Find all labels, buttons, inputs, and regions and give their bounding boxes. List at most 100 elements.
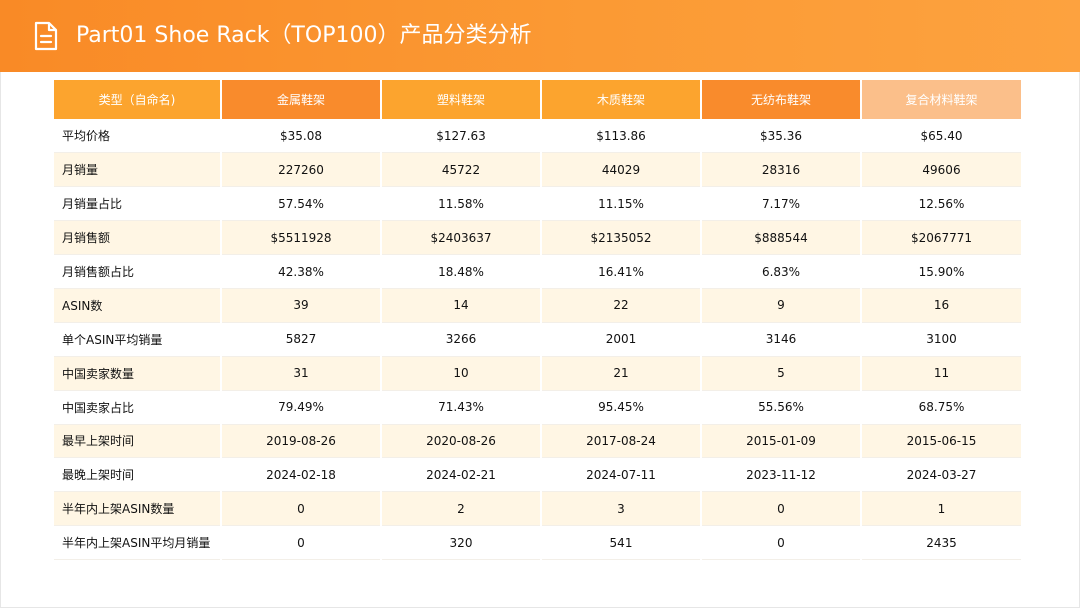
table-cell: 2019-08-26: [221, 424, 382, 459]
table-cell: 0: [221, 525, 382, 561]
table-cell: 28316: [701, 152, 862, 188]
column-header: 金属鞋架: [221, 80, 382, 119]
table-cell: $35.08: [221, 119, 382, 154]
table-cell: 320: [381, 525, 542, 561]
table-cell: $2067771: [861, 220, 1021, 256]
table-cell: 6.83%: [701, 254, 862, 289]
table-cell: 42.38%: [221, 254, 382, 289]
table-cell: 0: [701, 491, 862, 527]
table-cell: 10: [381, 356, 542, 391]
table-row: 月销量占比 57.54% 11.58% 11.15% 7.17% 12.56%: [54, 186, 1021, 222]
row-label: 平均价格: [54, 119, 222, 154]
table-row: 月销量 227260 45722 44029 28316 49606: [54, 152, 1021, 188]
table-cell: 57.54%: [221, 186, 382, 222]
table-cell: 45722: [381, 152, 542, 188]
table-cell: 3: [541, 491, 702, 527]
table-row: 平均价格 $35.08 $127.63 $113.86 $35.36 $65.40: [54, 119, 1021, 154]
table-row: ASIN数 39 14 22 9 16: [54, 288, 1021, 323]
table-cell: 18.48%: [381, 254, 542, 289]
column-header: 类型（自命名): [54, 80, 222, 119]
table-cell: 16.41%: [541, 254, 702, 289]
table-cell: 3266: [381, 322, 542, 357]
table-cell: 11.58%: [381, 186, 542, 222]
table-cell: 2024-07-11: [541, 457, 702, 493]
page-title: Part01 Shoe Rack（TOP100）产品分类分析: [76, 23, 532, 48]
category-analysis-table: 类型（自命名) 金属鞋架 塑料鞋架 木质鞋架 无纺布鞋架 复合材料鞋架 平均价格 $35.0…: [54, 80, 1021, 561]
table-row: 最早上架时间 2019-08-26 2020-08-26 2017-08-24 2015…: [54, 424, 1021, 459]
row-label: 单个ASIN平均销量: [54, 322, 222, 357]
row-label: 中国卖家数量: [54, 356, 222, 391]
table-row: 中国卖家数量 31 10 21 5 11: [54, 356, 1021, 391]
table-cell: 0: [221, 491, 382, 527]
table-cell: 227260: [221, 152, 382, 188]
table-cell: 7.17%: [701, 186, 862, 222]
table-cell: $5511928: [221, 220, 382, 256]
table-cell: 68.75%: [861, 390, 1021, 425]
table-cell: 3146: [701, 322, 862, 357]
table-cell: 0: [701, 525, 862, 561]
table-cell: $65.40: [861, 119, 1021, 154]
table-row: 单个ASIN平均销量 5827 3266 2001 3146 3100: [54, 322, 1021, 357]
table-cell: 21: [541, 356, 702, 391]
table-cell: 11: [861, 356, 1021, 391]
table-cell: 2015-01-09: [701, 424, 862, 459]
row-label: 最晚上架时间: [54, 457, 222, 493]
table-header: 类型（自命名) 金属鞋架 塑料鞋架 木质鞋架 无纺布鞋架 复合材料鞋架: [54, 80, 1021, 119]
row-label: 中国卖家占比: [54, 390, 222, 425]
row-label: 月销售额占比: [54, 254, 222, 289]
table-cell: $35.36: [701, 119, 862, 154]
column-header: 无纺布鞋架: [701, 80, 862, 119]
table-cell: 2015-06-15: [861, 424, 1021, 459]
table-cell: 5: [701, 356, 862, 391]
row-label: ASIN数: [54, 288, 222, 323]
table-cell: 39: [221, 288, 382, 323]
table-row: 月销售额 $5511928 $2403637 $2135052 $888544 $2067…: [54, 220, 1021, 256]
table-cell: 14: [381, 288, 542, 323]
table-cell: 55.56%: [701, 390, 862, 425]
table-cell: 71.43%: [381, 390, 542, 425]
table-cell: 44029: [541, 152, 702, 188]
row-label: 月销量: [54, 152, 222, 188]
table-cell: 79.49%: [221, 390, 382, 425]
row-label: 月销售额: [54, 220, 222, 256]
row-label: 半年内上架ASIN数量: [54, 491, 222, 527]
table-cell: 2017-08-24: [541, 424, 702, 459]
column-header: 复合材料鞋架: [861, 80, 1021, 119]
table-cell: 2: [381, 491, 542, 527]
table-cell: 541: [541, 525, 702, 561]
table-row: 最晚上架时间 2024-02-18 2024-02-21 2024-07-11 2023…: [54, 457, 1021, 493]
table-cell: $127.63: [381, 119, 542, 154]
document-icon: [34, 21, 58, 51]
table-cell: 22: [541, 288, 702, 323]
table-cell: 5827: [221, 322, 382, 357]
table-cell: 49606: [861, 152, 1021, 188]
table-cell: $888544: [701, 220, 862, 256]
table-cell: $2135052: [541, 220, 702, 256]
table-cell: 95.45%: [541, 390, 702, 425]
row-label: 半年内上架ASIN平均月销量: [54, 525, 222, 561]
table-cell: 31: [221, 356, 382, 391]
table-cell: 2020-08-26: [381, 424, 542, 459]
table-cell: $2403637: [381, 220, 542, 256]
row-label: 月销量占比: [54, 186, 222, 222]
table-cell: 1: [861, 491, 1021, 527]
table-cell: 2023-11-12: [701, 457, 862, 493]
table-cell: 2435: [861, 525, 1021, 561]
table-row: 半年内上架ASIN平均月销量 0 320 541 0 2435: [54, 525, 1021, 561]
row-label: 最早上架时间: [54, 424, 222, 459]
header-row: 类型（自命名) 金属鞋架 塑料鞋架 木质鞋架 无纺布鞋架 复合材料鞋架: [54, 80, 1021, 119]
table-cell: 9: [701, 288, 862, 323]
table-cell: 2024-02-18: [221, 457, 382, 493]
table-cell: 16: [861, 288, 1021, 323]
header-banner: Part01 Shoe Rack（TOP100）产品分类分析: [0, 0, 1080, 72]
table-row: 半年内上架ASIN数量 0 2 3 0 1: [54, 491, 1021, 527]
table-body: 平均价格 $35.08 $127.63 $113.86 $35.36 $65.40 月销量 2…: [54, 119, 1021, 561]
column-header: 木质鞋架: [541, 80, 702, 119]
table-cell: $113.86: [541, 119, 702, 154]
table-cell: 15.90%: [861, 254, 1021, 289]
table-cell: 2024-03-27: [861, 457, 1021, 493]
table-cell: 3100: [861, 322, 1021, 357]
table-cell: 2001: [541, 322, 702, 357]
table-cell: 2024-02-21: [381, 457, 542, 493]
table-cell: 12.56%: [861, 186, 1021, 222]
